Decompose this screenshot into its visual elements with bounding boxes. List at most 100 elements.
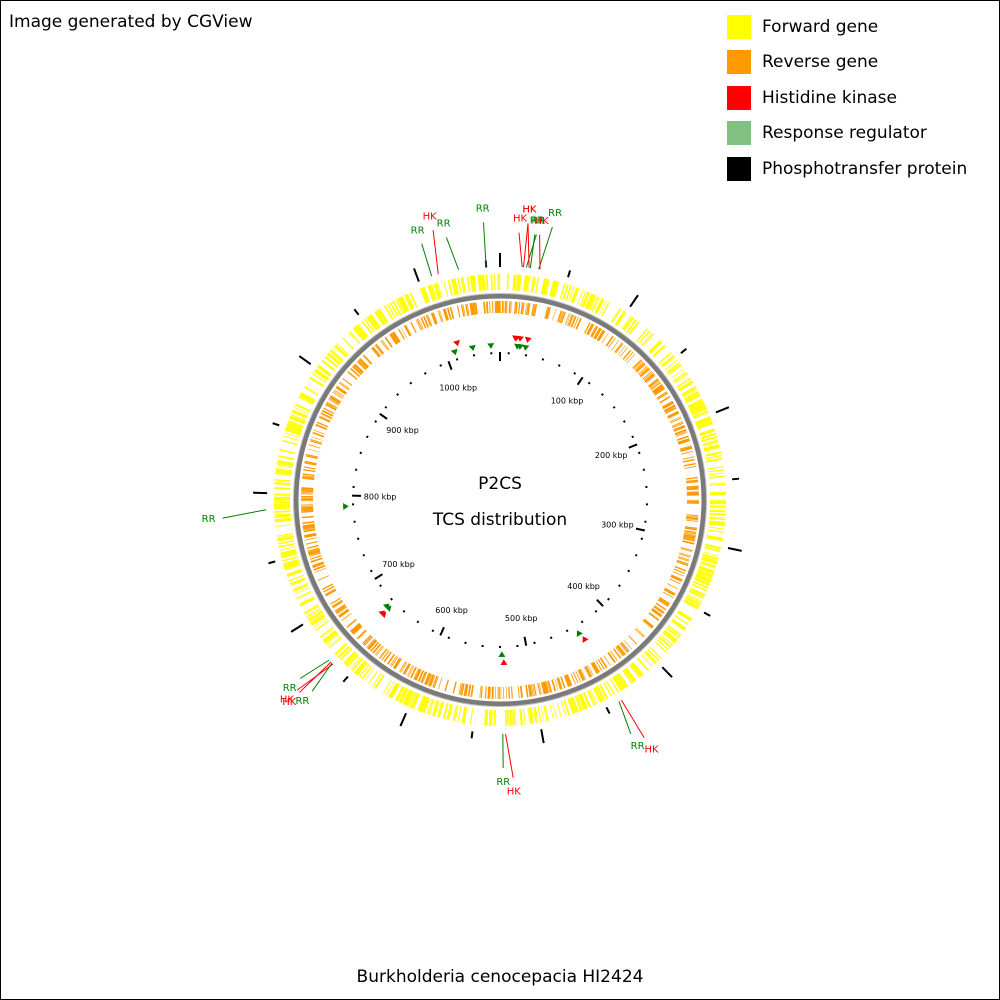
forward-gene — [280, 548, 297, 554]
reverse-gene — [370, 641, 380, 652]
forward-gene — [594, 298, 603, 314]
legend-item-response-regulator: Response regulator — [727, 116, 967, 152]
forward-gene — [709, 516, 726, 519]
tcs-callout-line — [618, 701, 632, 735]
reverse-gene — [360, 357, 370, 367]
reverse-gene — [515, 301, 518, 314]
forward-gene — [274, 517, 291, 521]
forward-gene — [540, 705, 545, 722]
reverse-gene — [338, 608, 349, 617]
kbp-tick-label: 900 kbp — [386, 426, 419, 435]
forward-gene — [366, 316, 378, 331]
forward-gene — [685, 393, 700, 402]
forward-gene — [277, 534, 293, 538]
forward-gene — [512, 709, 515, 726]
reverse-gene — [302, 524, 315, 529]
forward-gene — [704, 543, 722, 550]
forward-gene — [709, 509, 726, 513]
reverse-gene — [682, 458, 695, 463]
reverse-gene — [407, 665, 415, 677]
forward-gene — [622, 670, 633, 684]
forward-gene — [303, 386, 319, 396]
forward-gene — [673, 372, 688, 383]
reverse-gene — [679, 445, 692, 450]
forward-gene — [370, 314, 381, 328]
forward-gene — [687, 593, 703, 602]
reverse-gene — [686, 488, 699, 491]
tcs-callout-label: RR — [548, 208, 562, 219]
reverse-gene — [635, 627, 646, 637]
reverse-gene — [670, 575, 682, 582]
reverse-gene — [634, 628, 645, 638]
reverse-gene — [673, 568, 686, 575]
forward-gene — [705, 454, 722, 460]
forward-gene — [695, 417, 712, 426]
reverse-gene — [483, 301, 486, 314]
forward-gene — [609, 678, 620, 693]
forward-gene — [281, 553, 298, 559]
forward-gene — [698, 566, 715, 574]
tcs-callout-label: RR — [202, 514, 216, 525]
forward-gene — [647, 648, 660, 662]
legend-label: Reverse gene — [762, 52, 879, 73]
forward-gene — [466, 276, 471, 293]
forward-gene — [321, 359, 336, 372]
forward-gene — [389, 683, 399, 699]
tcs-callout-label: RR — [530, 215, 544, 226]
forward-gene — [490, 274, 493, 291]
reverse-gene — [508, 301, 511, 314]
forward-gene — [523, 275, 527, 292]
forward-gene — [693, 580, 709, 589]
forward-gene — [699, 429, 716, 437]
reverse-gene — [487, 686, 490, 699]
forward-gene — [709, 507, 726, 509]
forward-gene — [471, 275, 476, 292]
reverse-gene — [596, 329, 605, 341]
reverse-gene — [410, 666, 417, 679]
forward-gene — [697, 571, 713, 579]
inner-minor-tick — [622, 420, 626, 423]
legend-item-histidine-kinase: Histidine kinase — [727, 80, 967, 116]
reverse-gene — [575, 670, 582, 683]
hk-marker — [453, 339, 460, 347]
forward-gene — [293, 406, 309, 415]
reverse-gene — [469, 303, 473, 316]
reverse-gene — [578, 668, 586, 681]
forward-gene — [283, 561, 300, 569]
reverse-gene — [633, 360, 643, 370]
forward-gene — [469, 275, 474, 292]
forward-gene — [477, 274, 482, 292]
forward-gene — [328, 637, 342, 649]
reverse-gene — [682, 456, 695, 460]
forward-gene — [280, 551, 297, 558]
reverse-gene — [472, 302, 476, 315]
forward-gene — [286, 568, 303, 576]
forward-gene — [284, 428, 301, 436]
reverse-gene — [643, 618, 654, 628]
reverse-gene — [335, 605, 347, 614]
reverse-gene — [351, 624, 362, 634]
forward-gene — [364, 318, 375, 333]
inner-major-tick — [635, 527, 646, 532]
forward-gene — [526, 275, 530, 292]
reverse-gene — [538, 682, 542, 695]
reverse-gene — [362, 634, 372, 645]
reverse-gene — [420, 671, 427, 684]
forward-gene — [568, 286, 575, 302]
reverse-gene — [676, 435, 689, 441]
inner-minor-tick — [379, 584, 382, 588]
forward-gene — [396, 686, 405, 702]
forward-gene — [589, 295, 597, 311]
reverse-gene — [315, 423, 328, 431]
reverse-gene — [379, 648, 388, 659]
reverse-gene — [321, 583, 334, 591]
forward-gene — [638, 330, 651, 344]
inner-minor-tick — [631, 435, 635, 439]
reverse-gene — [674, 565, 687, 572]
reverse-gene — [314, 567, 327, 573]
reverse-gene — [362, 635, 373, 646]
reverse-gene — [642, 619, 653, 629]
forward-gene — [512, 274, 516, 291]
reverse-gene — [444, 679, 449, 692]
forward-gene — [325, 633, 339, 645]
